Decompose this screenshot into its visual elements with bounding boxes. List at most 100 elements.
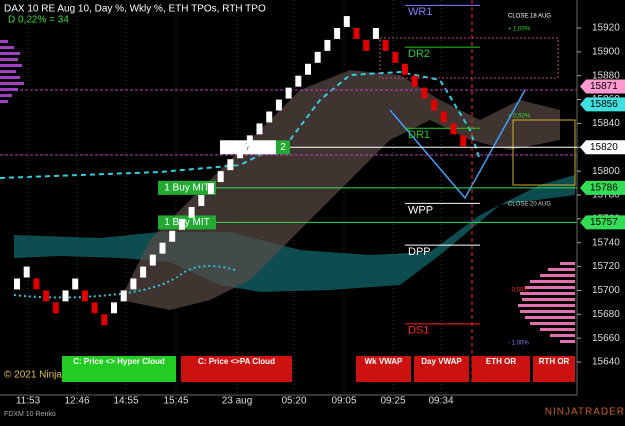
renko-brick — [227, 159, 234, 171]
price-tag — [580, 79, 625, 94]
y-tick-label: 15920 — [592, 23, 620, 34]
price-tag — [580, 140, 625, 155]
y-tick-label: 15640 — [592, 357, 620, 368]
price-tag-label: 15871 — [590, 81, 618, 92]
x-tick-label: 15:45 — [163, 396, 188, 407]
x-tick-label: 11:53 — [16, 396, 41, 407]
renko-brick — [140, 266, 147, 278]
price-tag-label: 15757 — [590, 217, 618, 228]
position-box — [220, 140, 276, 155]
renko-brick — [14, 278, 20, 290]
renko-brick — [169, 230, 176, 242]
price-tag-label: 15786 — [590, 182, 618, 193]
annotation: + 0,50% — [508, 114, 531, 120]
annotation: + 1,00% — [508, 27, 531, 33]
chart-title: DAX 10 RE Aug 10, Day %, Wkly %, ETH TPO… — [4, 4, 266, 15]
button-label[interactable]: Day VWAP — [421, 357, 462, 366]
y-tick-label: 15880 — [592, 70, 620, 81]
button-label[interactable]: ETH OR — [486, 357, 516, 366]
button[interactable] — [181, 356, 292, 382]
renko-brick — [246, 135, 253, 147]
annotation: - 0,50% — [508, 288, 529, 294]
renko-brick — [256, 123, 263, 135]
x-tick-label: 09:34 — [428, 396, 453, 407]
renko-brick — [120, 290, 127, 302]
renko-brick — [266, 111, 273, 123]
position-box — [276, 140, 290, 155]
price-tag — [580, 180, 625, 195]
button[interactable] — [62, 356, 176, 382]
renko-brick — [23, 266, 30, 278]
pivot-label: DR2 — [408, 48, 430, 60]
y-tick-label: 15780 — [592, 190, 620, 201]
y-tick-label: 15700 — [592, 285, 620, 296]
y-tick-label: 15720 — [592, 261, 620, 272]
renko-brick — [72, 278, 79, 290]
price-tag-label: 15856 — [590, 99, 618, 110]
pa-cloud — [120, 70, 560, 310]
price-axis — [577, 0, 625, 421]
left-profile — [0, 40, 24, 103]
pivot-label: DPP — [408, 246, 431, 258]
y-tick-label: 15840 — [592, 118, 620, 129]
renko-brick — [285, 87, 292, 99]
renko-brick — [130, 278, 137, 290]
zone-box — [379, 37, 559, 79]
renko-brick — [324, 39, 331, 51]
order-box — [158, 215, 216, 230]
renko-brick — [52, 302, 59, 314]
renko-brick — [81, 290, 88, 302]
button-label[interactable]: RTH OR — [539, 357, 570, 366]
y-tick-label: 15740 — [592, 237, 620, 248]
zone-box — [512, 119, 576, 186]
pivot-label: DR1 — [408, 129, 430, 141]
x-tick-label: 09:05 — [331, 396, 356, 407]
renko-brick — [440, 111, 447, 123]
renko-brick — [382, 39, 389, 51]
renko-brick — [33, 278, 40, 290]
order-label: 1 Buy MIT — [164, 217, 210, 228]
renko-brick — [421, 87, 428, 99]
y-tick-label: 15800 — [592, 166, 620, 177]
annotation: - 1.00% — [508, 341, 529, 347]
pivot-label: WR1 — [408, 6, 432, 18]
button[interactable] — [472, 356, 530, 382]
renko-brick — [188, 206, 195, 218]
order-label: 1 Buy MIT — [164, 182, 210, 193]
renko-brick — [91, 302, 98, 314]
projection — [389, 89, 526, 200]
instrument: FDXM 10 Renko — [4, 411, 56, 418]
button[interactable] — [356, 356, 411, 382]
button-label[interactable]: Wk VWAP — [365, 357, 403, 366]
renko-brick — [314, 51, 321, 63]
renko-brick — [353, 28, 360, 39]
renko-brick — [460, 135, 467, 147]
logo: NINJATRADER — [545, 407, 625, 418]
button-label[interactable]: C: Price <>PA Cloud — [198, 357, 275, 366]
renko-brick — [237, 147, 244, 159]
price-tag — [580, 97, 625, 112]
x-tick-label: 23 aug — [222, 396, 253, 407]
renko-brick — [198, 195, 205, 206]
renko-brick — [101, 314, 108, 326]
price-tag — [580, 215, 625, 230]
button[interactable] — [414, 356, 469, 382]
renko-brick — [411, 75, 418, 87]
renko-brick — [392, 51, 399, 63]
renko-brick — [208, 183, 214, 194]
renko-brick — [363, 39, 370, 51]
position-qty: 7 — [245, 142, 251, 153]
plot: 1564015660156801570015720157401576015780… — [14, 0, 625, 407]
right-profile — [518, 262, 575, 343]
hyper-line — [0, 70, 481, 179]
renko-brick — [402, 63, 408, 75]
renko-brick — [450, 123, 457, 135]
price-tag-label: 15820 — [590, 142, 618, 153]
button[interactable] — [533, 356, 575, 382]
order-box — [158, 180, 216, 195]
renko-brick — [275, 99, 282, 111]
button-label[interactable]: C: Price <> Hyper Cloud — [73, 357, 165, 366]
x-tick-label: 12:46 — [64, 396, 89, 407]
x-tick-label: 14:55 — [113, 396, 138, 407]
pivot-label: DS1 — [408, 325, 429, 337]
